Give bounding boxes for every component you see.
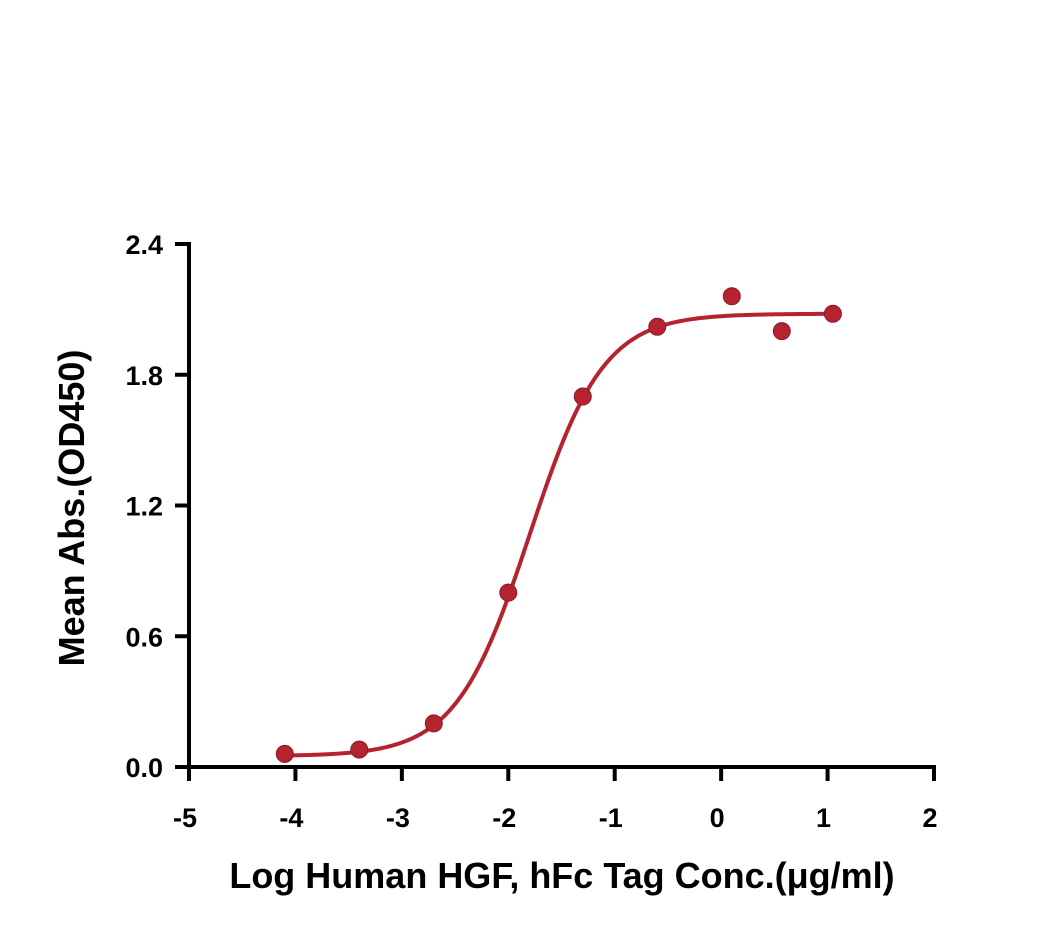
y-axis-ticks: 0.0 0.6 1.2 1.8 2.4 [125, 230, 189, 783]
y-axis-title: Mean Abs.(OD450) [51, 350, 92, 667]
y-tick-label: 1.2 [125, 492, 163, 522]
y-tick-label: 0.0 [125, 753, 163, 783]
x-tick-label: -1 [599, 803, 623, 833]
data-points-layer [275, 287, 842, 763]
data-point [573, 387, 592, 406]
axes [187, 242, 936, 769]
y-tick-label: 1.8 [125, 361, 163, 391]
x-tick-label: 0 [710, 803, 725, 833]
data-point [823, 304, 842, 323]
fit-curve-layer [282, 311, 835, 758]
y-tick-label: 2.4 [125, 230, 163, 260]
x-axis-ticks: -5 -4 -3 -2 -1 0 1 2 [173, 767, 938, 833]
data-point [424, 714, 443, 733]
data-point [722, 287, 741, 306]
x-tick-label: -3 [386, 803, 410, 833]
x-tick-label: -5 [173, 803, 197, 833]
x-tick-label: 2 [922, 803, 937, 833]
x-axis-title: Log Human HGF, hFc Tag Conc.(μg/ml) [229, 855, 894, 896]
data-point [350, 740, 369, 759]
x-tick-label: -2 [492, 803, 516, 833]
data-point [499, 583, 518, 602]
data-point [275, 744, 294, 763]
fit-curve [282, 311, 835, 758]
x-tick-label: -4 [279, 803, 303, 833]
data-point [772, 322, 791, 341]
data-point [648, 317, 667, 336]
x-tick-label: 1 [816, 803, 831, 833]
y-tick-label: 0.6 [125, 622, 163, 652]
